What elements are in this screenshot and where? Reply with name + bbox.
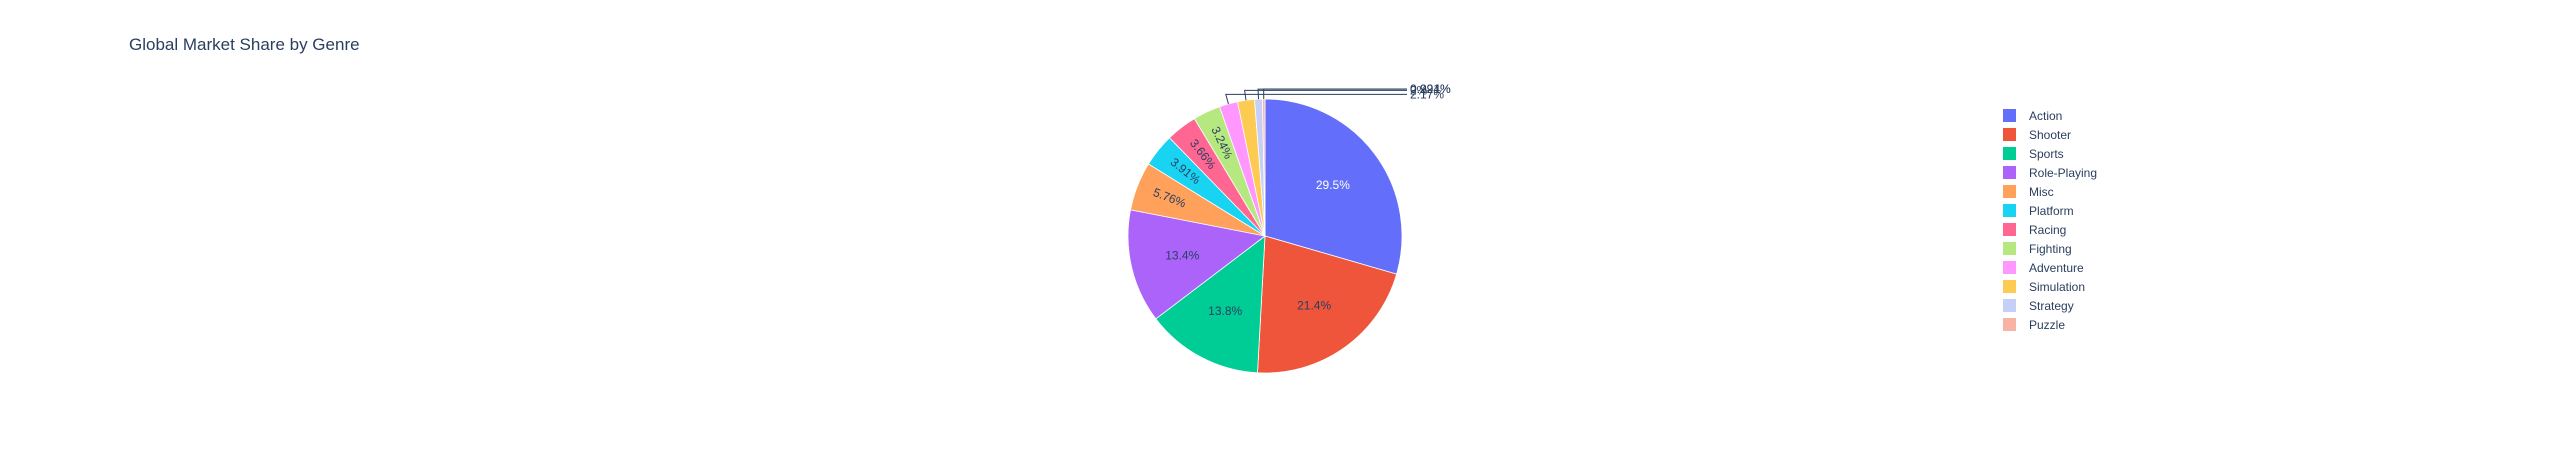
pie-slice-role-playing[interactable] (1127, 209, 1266, 320)
pie-slice-action[interactable] (1264, 98, 1403, 275)
legend-label-shooter: Shooter (2029, 128, 2071, 142)
legend-swatch-simulation (2003, 280, 2016, 293)
legend-label-strategy: Strategy (2029, 299, 2074, 313)
legend-label-platform: Platform (2029, 204, 2074, 218)
legend-swatch-racing (2003, 223, 2016, 236)
pie-slices (1127, 98, 1403, 374)
legend-item-misc[interactable]: Misc (2003, 185, 2054, 199)
legend-swatch-shooter (2003, 128, 2016, 141)
legend-label-racing: Racing (2029, 223, 2066, 237)
legend-item-simulation[interactable]: Simulation (2003, 280, 2085, 294)
legend-item-adventure[interactable]: Adventure (2003, 261, 2084, 275)
legend: Action Shooter Sports Role-Playing Misc Platf… (2003, 109, 2097, 332)
slice-label-action: 29.5% (1316, 178, 1350, 192)
slice-label-adventure: 2.17% (1410, 87, 1444, 101)
legend-swatch-strategy (2003, 299, 2016, 312)
legend-item-platform[interactable]: Platform (2003, 204, 2074, 218)
pie-slice-shooter[interactable] (1257, 235, 1398, 374)
leader-line-puzzle (1263, 88, 1407, 100)
legend-swatch-adventure (2003, 261, 2016, 274)
legend-label-sports: Sports (2029, 147, 2064, 161)
legend-item-racing[interactable]: Racing (2003, 223, 2066, 237)
chart-title: Global Market Share by Genre (129, 35, 360, 54)
legend-swatch-puzzle (2003, 318, 2016, 331)
pie-slice-sports[interactable] (1155, 235, 1266, 374)
legend-label-action: Action (2029, 109, 2062, 123)
legend-swatch-action (2003, 109, 2016, 122)
legend-item-puzzle[interactable]: Puzzle (2003, 318, 2065, 332)
legend-item-role-playing[interactable]: Role-Playing (2003, 166, 2097, 180)
legend-swatch-misc (2003, 185, 2016, 198)
slice-label-puzzle: 0.291% (1410, 82, 1451, 96)
legend-item-shooter[interactable]: Shooter (2003, 128, 2071, 142)
slice-label-simulation: 2% (1410, 83, 1428, 97)
legend-item-action[interactable]: Action (2003, 109, 2062, 123)
legend-item-strategy[interactable]: Strategy (2003, 299, 2074, 313)
legend-item-sports[interactable]: Sports (2003, 147, 2064, 161)
legend-label-misc: Misc (2029, 185, 2054, 199)
legend-label-fighting: Fighting (2029, 242, 2072, 256)
slice-label-strategy: 0.924% (1410, 82, 1451, 96)
slice-label-role-playing: 13.4% (1165, 248, 1199, 262)
legend-item-fighting[interactable]: Fighting (2003, 242, 2072, 256)
legend-label-role-playing: Role-Playing (2029, 166, 2097, 180)
legend-swatch-platform (2003, 204, 2016, 217)
slice-label-shooter: 21.4% (1297, 298, 1331, 312)
legend-label-puzzle: Puzzle (2029, 318, 2065, 332)
slice-label-sports: 13.8% (1208, 304, 1242, 318)
legend-swatch-fighting (2003, 242, 2016, 255)
legend-swatch-sports (2003, 147, 2016, 160)
legend-label-simulation: Simulation (2029, 280, 2085, 294)
leader-line-adventure (1225, 93, 1407, 105)
pie-slice-puzzle[interactable] (1262, 98, 1266, 237)
legend-swatch-role-playing (2003, 166, 2016, 179)
leader-line-simulation (1244, 89, 1407, 101)
legend-label-adventure: Adventure (2029, 261, 2084, 275)
